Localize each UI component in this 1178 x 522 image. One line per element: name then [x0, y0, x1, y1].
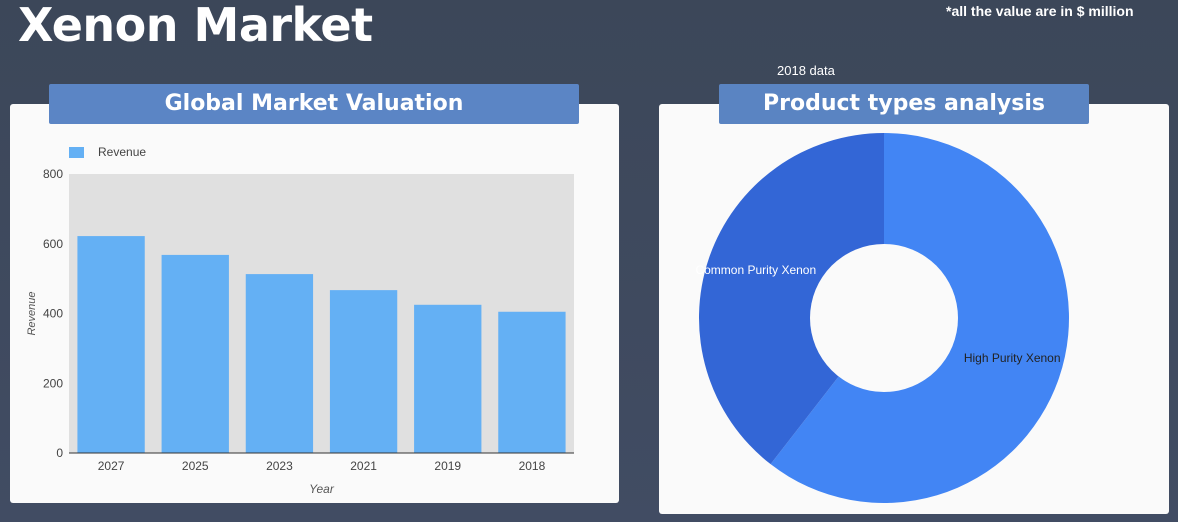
- market-valuation-title: Global Market Valuation: [49, 84, 579, 124]
- y-tick-label: 200: [43, 376, 63, 390]
- bar-2021: [329, 290, 398, 453]
- product-types-title: Product types analysis: [719, 84, 1089, 124]
- x-tick-label: 2025: [182, 459, 209, 473]
- x-tick-label: 2019: [434, 459, 461, 473]
- market-valuation-card: Revenue 0 200 400 600 800 2027 2025 2023 2021 20…: [10, 104, 619, 503]
- donut-hole: [810, 244, 958, 392]
- x-tick-label: 2027: [98, 459, 125, 473]
- slice-label: Common Purity Xenon: [695, 263, 816, 277]
- bar-2025: [161, 254, 229, 453]
- units-note: *all the value are in $ million: [946, 3, 1134, 19]
- slice-label: High Purity Xenon: [964, 351, 1061, 365]
- y-tick-label: 400: [43, 307, 63, 321]
- slice-common-purity-xenon: [699, 133, 884, 465]
- legend-swatch-revenue: [69, 147, 84, 158]
- page-title: Xenon Market: [18, 0, 373, 52]
- bar-2023: [245, 274, 314, 453]
- x-tick-label: 2021: [350, 459, 377, 473]
- plot-background: [69, 174, 574, 453]
- y-axis-label: Revenue: [26, 291, 38, 335]
- bar-2019: [414, 304, 482, 453]
- y-tick-label: 600: [43, 237, 63, 251]
- legend-label-revenue: Revenue: [98, 145, 146, 159]
- x-tick-label: 2018: [519, 459, 546, 473]
- bar-2018: [498, 311, 566, 453]
- x-axis-label: Year: [309, 482, 335, 496]
- y-tick-label: 800: [43, 167, 63, 181]
- x-tick-label: 2023: [266, 459, 293, 473]
- data-year-note: 2018 data: [777, 63, 835, 78]
- y-tick-label: 0: [56, 446, 63, 460]
- donut-chart: High Purity Xenon Common Purity Xenon: [695, 133, 1069, 503]
- bar-chart: Revenue 0 200 400 600 800 2027 2025 2023 2021 20…: [26, 145, 574, 496]
- bar-2027: [77, 236, 145, 453]
- product-types-card: High Purity Xenon Common Purity Xenon: [659, 104, 1169, 514]
